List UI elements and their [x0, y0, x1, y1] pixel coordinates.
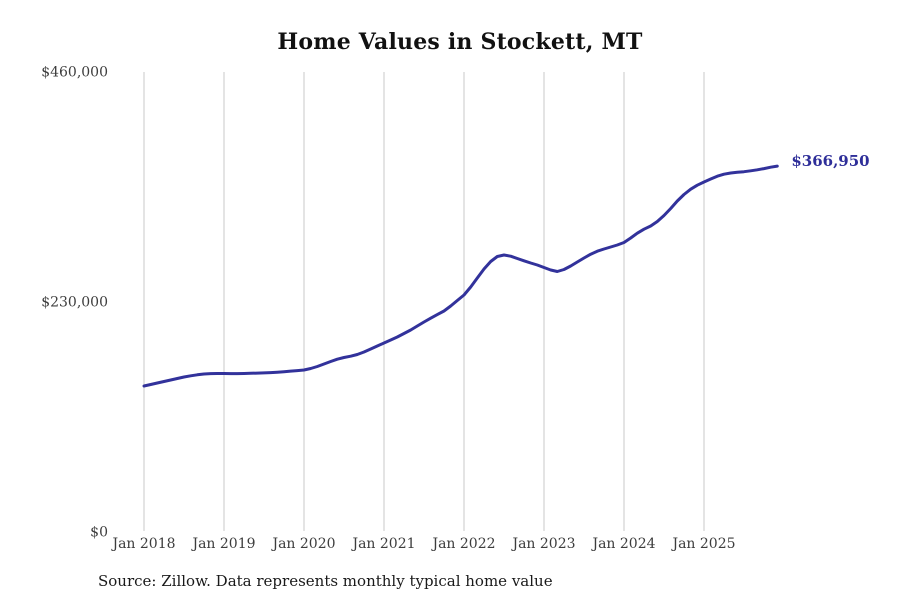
home-value-line-series [142, 164, 779, 388]
vertical-gridlines [143, 72, 705, 531]
chart-title: Home Values in Stockett, MT [277, 29, 643, 55]
source-note: Source: Zillow. Data represents monthly … [98, 572, 553, 590]
